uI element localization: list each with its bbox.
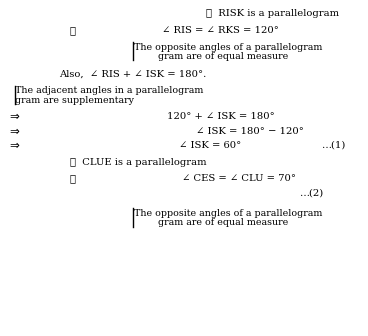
Text: The adjacent angles in a parallelogram: The adjacent angles in a parallelogram [15,86,204,95]
Text: …(2): …(2) [300,189,324,198]
Text: ∠ RIS = ∠ RKS = 120°: ∠ RIS = ∠ RKS = 120° [162,26,279,35]
Text: ⇒: ⇒ [9,139,19,152]
Text: …(1): …(1) [322,141,346,150]
Text: ∠ CES = ∠ CLU = 70°: ∠ CES = ∠ CLU = 70° [182,174,296,183]
Text: 120° + ∠ ISK = 180°: 120° + ∠ ISK = 180° [167,113,275,121]
Text: gram are of equal measure: gram are of equal measure [134,52,289,61]
Text: ⇒: ⇒ [9,125,19,137]
Text: ∴  CLUE is a parallelogram: ∴ CLUE is a parallelogram [70,159,206,167]
Text: The opposite angles of a parallelogram: The opposite angles of a parallelogram [134,209,323,218]
Text: gram are supplementary: gram are supplementary [15,96,134,104]
Text: The opposite angles of a parallelogram: The opposite angles of a parallelogram [134,43,323,51]
Text: gram are of equal measure: gram are of equal measure [134,218,289,227]
Text: ∴: ∴ [70,26,76,35]
Text: ∴  RISK is a parallelogram: ∴ RISK is a parallelogram [206,9,339,18]
Text: Also,  ∠ RIS + ∠ ISK = 180°.: Also, ∠ RIS + ∠ ISK = 180°. [59,70,206,79]
Text: ⇒: ⇒ [9,111,19,123]
Text: ∠ ISK = 60°: ∠ ISK = 60° [178,141,241,150]
Text: ∠ ISK = 180° − 120°: ∠ ISK = 180° − 120° [196,127,304,135]
Text: ∴: ∴ [70,174,76,183]
